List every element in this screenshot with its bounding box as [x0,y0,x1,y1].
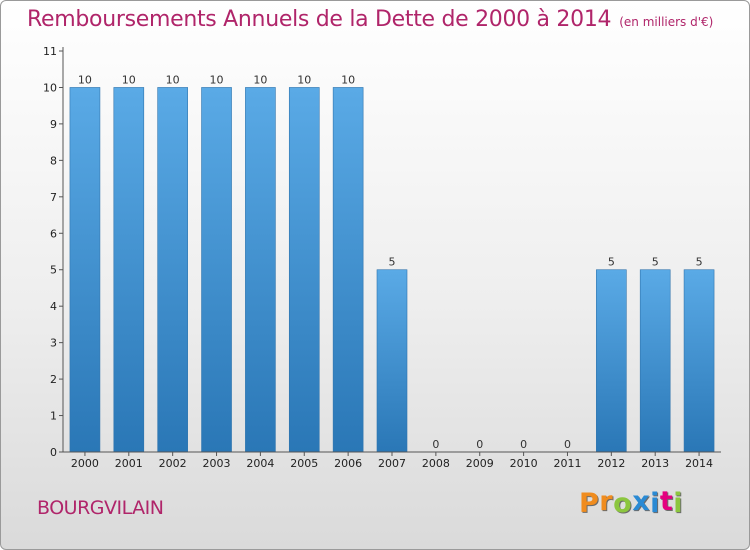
data-label-2002: 10 [166,73,180,86]
x-tick-label-2005: 2005 [290,457,318,470]
data-label-2003: 10 [210,73,224,86]
logo-letter-5: t [659,486,674,517]
chart-title: Remboursements Annuels de la Dette de 20… [27,7,713,32]
y-tick-label-0: 0 [50,446,57,459]
data-label-2013: 5 [652,256,659,269]
bar-2004 [245,87,276,453]
data-label-2006: 10 [341,73,355,86]
bar-2000 [69,87,101,453]
x-tick-label-2014: 2014 [685,457,713,470]
bar-2005 [288,87,320,453]
data-label-2000: 10 [78,73,92,86]
x-tick-label-2006: 2006 [334,457,362,470]
y-tick-label-1: 1 [50,410,57,423]
data-label-2001: 10 [122,73,136,86]
chart-subtitle: (en milliers d'€) [619,15,714,29]
x-tick-label-2010: 2010 [510,457,538,470]
bar-2006 [332,87,364,453]
y-tick-label-7: 7 [50,191,57,204]
logo-letter-6: i [673,488,684,519]
y-tick-label-9: 9 [50,118,57,131]
x-tick-label-2008: 2008 [422,457,450,470]
logo-letter-3: x [632,486,651,517]
x-tick-label-2012: 2012 [597,457,625,470]
bar-2007 [376,269,408,453]
x-tick-label-2011: 2011 [553,457,581,470]
chart-title-text: Remboursements Annuels de la Dette de 20… [27,7,612,32]
y-tick-label-2: 2 [50,373,57,386]
data-label-2004: 10 [253,73,267,86]
y-tick-label-3: 3 [50,337,57,350]
y-tick-label-6: 6 [50,227,57,240]
commune-name: BOURGVILAIN [37,497,164,519]
bar-2001 [113,87,145,453]
x-tick-label-2000: 2000 [71,457,99,470]
bar-2003 [201,87,232,453]
logo-letter-1: r [599,486,614,517]
data-label-2007: 5 [389,256,396,269]
y-tick-label-10: 10 [43,81,57,94]
bar-2013 [639,269,671,453]
y-tick-label-4: 4 [50,300,57,313]
x-tick-label-2013: 2013 [641,457,669,470]
proxiti-logo: Proxiti [579,486,684,519]
bar-2014 [683,269,715,453]
data-label-2012: 5 [608,256,615,269]
data-label-2005: 10 [297,73,311,86]
axes-group: 2000 2001 2002 2003 2004 2005 2006 2007 2008 2009… [43,45,721,470]
x-tick-label-2002: 2002 [159,457,187,470]
bar-2012 [596,269,627,453]
x-tick-label-2009: 2009 [466,457,494,470]
x-tick-label-2001: 2001 [115,457,143,470]
x-tick-label-2004: 2004 [246,457,274,470]
data-label-2008: 0 [432,438,439,451]
logo-letter-0: P [579,488,600,519]
x-tick-label-2007: 2007 [378,457,406,470]
bars-group: 10 10 10 10 10 10 10 5 0 0 0 0 5 5 5 [69,73,715,453]
y-tick-label-11: 11 [43,45,57,58]
logo-letter-4: i [650,488,660,519]
bar-2002 [157,87,188,453]
data-label-2010: 0 [520,438,527,451]
x-tick-label-2003: 2003 [203,457,231,470]
y-tick-label-5: 5 [50,264,57,277]
y-tick-label-8: 8 [50,154,57,167]
data-label-2009: 0 [476,438,483,451]
data-label-2014: 5 [696,256,703,269]
logo-letter-2: o [613,488,633,519]
data-label-2011: 0 [564,438,571,451]
